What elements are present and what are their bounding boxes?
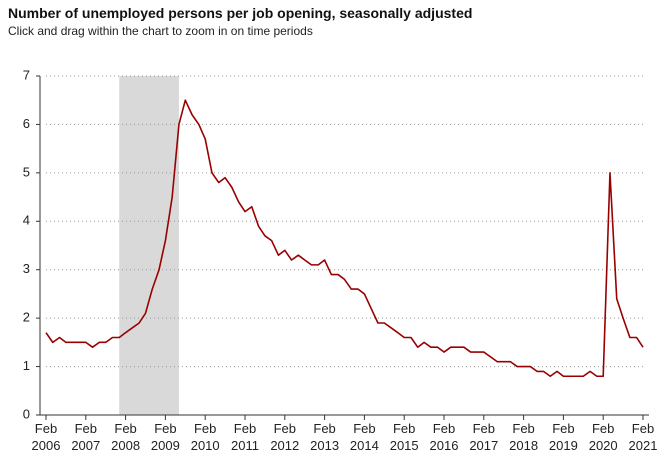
chart-title: Number of unemployed persons per job ope…	[8, 5, 473, 21]
recession-shade	[119, 76, 179, 415]
x-tick-label: Feb 2012	[270, 421, 300, 453]
x-tick-label: Feb 2006	[31, 421, 61, 453]
y-tick-label: 1	[23, 358, 30, 373]
y-tick-label: 3	[23, 261, 30, 276]
y-tick-label: 5	[23, 164, 30, 179]
x-tick-label: Feb 2016	[429, 421, 459, 453]
x-tick-label: Feb 2010	[190, 421, 220, 453]
x-tick-label: Feb 2019	[548, 421, 578, 453]
x-tick-label: Feb 2011	[231, 421, 259, 453]
y-tick-label: 7	[23, 67, 30, 82]
x-tick-label: Feb 2017	[469, 421, 499, 453]
data-line	[45, 99, 644, 378]
x-tick-label: Feb 2018	[509, 421, 539, 453]
y-tick-label: 6	[23, 116, 30, 131]
y-tick-label: 2	[23, 310, 30, 325]
x-tick-label: Feb 2013	[310, 421, 340, 453]
x-tick-label: Feb 2009	[150, 421, 180, 453]
x-tick-label: Feb 2020	[588, 421, 618, 453]
x-tick-label: Feb 2014	[349, 421, 379, 453]
y-tick-label: 4	[23, 213, 30, 228]
x-tick-label: Feb 2008	[111, 421, 141, 453]
y-tick-label: 0	[23, 406, 30, 421]
x-tick-label: Feb 2021	[628, 421, 658, 453]
chart-subtitle: Click and drag within the chart to zoom …	[8, 24, 313, 38]
x-tick-label: Feb 2015	[389, 421, 419, 453]
x-tick-label: Feb 2007	[71, 421, 101, 453]
